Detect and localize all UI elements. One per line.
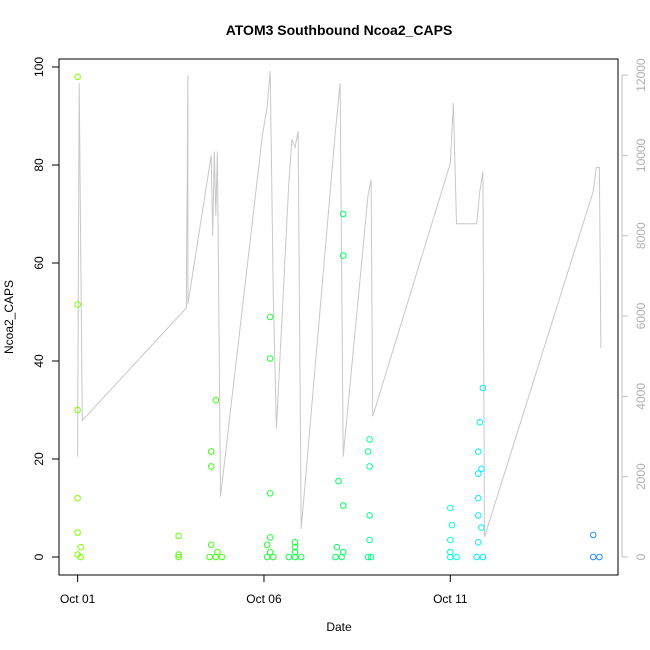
data-point <box>475 494 482 502</box>
chart-title: ATOM3 Southbound Ncoa2_CAPS <box>226 22 453 38</box>
y2-tick-label: 6000 <box>634 302 648 329</box>
x-axis: Oct 01 Oct 06 Oct 11 <box>60 575 468 606</box>
plot-frame <box>58 58 619 576</box>
y-tick-label: 40 <box>32 354 46 368</box>
data-point <box>207 541 215 549</box>
x-axis-label: Date <box>326 620 352 634</box>
data-point <box>447 504 454 512</box>
data-point <box>285 553 293 561</box>
y2-tick-label: 8000 <box>634 222 648 249</box>
data-point <box>206 553 213 561</box>
data-point <box>447 553 454 561</box>
series-line <box>77 71 602 538</box>
y-axis-label: Ncoa2_CAPS <box>2 280 16 354</box>
data-point <box>447 536 454 544</box>
data-point <box>74 494 81 502</box>
data-point <box>270 553 277 561</box>
x-tick-label: Oct 01 <box>60 592 96 606</box>
data-point <box>366 536 373 544</box>
y-tick-label: 100 <box>32 57 46 77</box>
y-tick-label: 80 <box>32 158 46 172</box>
data-point <box>263 553 271 561</box>
data-point <box>473 553 481 561</box>
data-point <box>366 436 373 443</box>
data-point <box>479 553 487 561</box>
data-point <box>589 531 597 539</box>
data-point <box>339 210 347 218</box>
data-point <box>366 463 373 470</box>
data-point <box>364 553 372 561</box>
y-tick-label: 0 <box>32 553 46 560</box>
data-point <box>475 539 482 546</box>
data-point <box>478 465 485 473</box>
data-point <box>212 553 220 561</box>
data-point <box>74 301 81 308</box>
data-point <box>479 384 487 392</box>
x-tick-label: Oct 11 <box>433 592 468 606</box>
y2-tick-label: 12000 <box>634 58 648 92</box>
data-point <box>291 543 299 551</box>
data-point <box>266 534 274 541</box>
data-point <box>207 463 215 470</box>
data-point <box>266 313 274 321</box>
data-point <box>448 521 456 529</box>
data-point <box>475 470 482 478</box>
data-point <box>476 419 484 426</box>
y2-tick-label: 10000 <box>634 138 648 172</box>
data-point <box>478 524 485 531</box>
data-point <box>291 539 299 546</box>
line-layer <box>77 71 602 538</box>
data-point <box>333 543 341 551</box>
data-point <box>475 448 482 455</box>
data-point <box>175 551 182 558</box>
data-point <box>74 529 81 536</box>
data-point <box>475 512 482 519</box>
data-point <box>291 553 299 561</box>
data-point <box>266 355 274 362</box>
y-axis: 0 20 40 60 80 100 <box>32 57 59 560</box>
data-point <box>74 73 81 81</box>
data-point <box>453 553 460 561</box>
data-point <box>335 477 342 485</box>
data-point <box>589 553 597 561</box>
data-point <box>447 548 454 556</box>
data-point <box>291 548 299 556</box>
data-point <box>364 448 372 455</box>
data-point <box>77 553 84 561</box>
y2-axis: 0 2000 4000 6000 8000 10000 12000 <box>621 58 648 560</box>
data-point <box>339 252 347 259</box>
data-point <box>77 543 84 551</box>
y2-tick-label: 2000 <box>634 463 648 490</box>
data-point <box>74 406 81 414</box>
points-layer <box>74 73 603 561</box>
data-point <box>338 553 345 561</box>
data-point <box>175 532 182 540</box>
data-point <box>596 553 603 561</box>
data-point <box>332 553 339 561</box>
x-tick-label: Oct 06 <box>246 592 282 606</box>
data-point <box>339 502 347 509</box>
y-tick-label: 20 <box>32 452 46 466</box>
y2-tick-label: 0 <box>634 553 648 560</box>
y2-tick-label: 4000 <box>634 383 648 410</box>
data-point <box>175 553 182 561</box>
data-point <box>297 553 305 561</box>
data-point <box>263 541 271 549</box>
y-tick-label: 60 <box>32 256 46 270</box>
data-point <box>212 396 220 404</box>
data-point <box>207 448 215 455</box>
data-point <box>266 490 274 497</box>
data-point <box>367 553 375 561</box>
data-point <box>266 548 274 556</box>
data-point <box>366 512 373 519</box>
data-point <box>218 553 226 561</box>
